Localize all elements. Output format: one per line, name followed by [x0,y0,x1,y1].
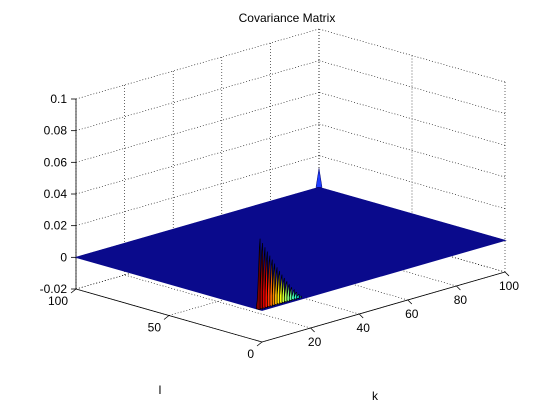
z-tick-label: -0.02 [40,282,68,296]
x-tick-label: 80 [454,293,468,307]
x-axis-label: k [372,389,379,403]
surface-layer [74,168,507,311]
grid-line [75,155,320,226]
grid-line [318,60,506,114]
grid-line [75,123,320,195]
grid-line [318,123,506,178]
x-tick-mark [358,313,364,319]
grid-line [75,60,320,131]
x-tick-label: 40 [357,321,371,335]
tick-layer: 20406080100050100-0.0200.020.040.060.080… [40,92,520,361]
y-tick-label: 0 [247,347,254,361]
z-tick-label: 0.02 [44,219,68,233]
y-tick-label: 50 [148,321,162,335]
ridge-slice [256,238,261,311]
corner-spike [315,168,323,188]
z-tick-label: 0 [60,250,67,264]
x-tick-label: 20 [308,335,322,349]
y-tick-label: 100 [48,294,68,308]
grid-line [75,92,320,163]
x-axis-line [261,271,506,343]
x-tick-mark [310,327,315,333]
z-tick-label: 0.06 [44,155,68,169]
x-tick-label: 60 [405,307,419,321]
ridge-layer [256,238,302,311]
x-tick-mark [407,299,413,305]
y-tick-mark [256,341,263,347]
z-tick-label: 0.08 [44,124,68,138]
x-tick-mark [504,271,510,277]
z-tick-label: 0.04 [44,187,68,201]
grid-line [124,274,311,329]
y-axis-label: l [159,383,162,397]
chart-title: Covariance Matrix [239,11,336,25]
y-tick-mark [163,315,170,320]
grid-line [75,28,320,100]
z-tick-label: 0.1 [50,92,67,106]
y-tick-mark [70,288,77,294]
x-tick-mark [456,285,461,291]
x-tick-label: 100 [499,279,519,293]
